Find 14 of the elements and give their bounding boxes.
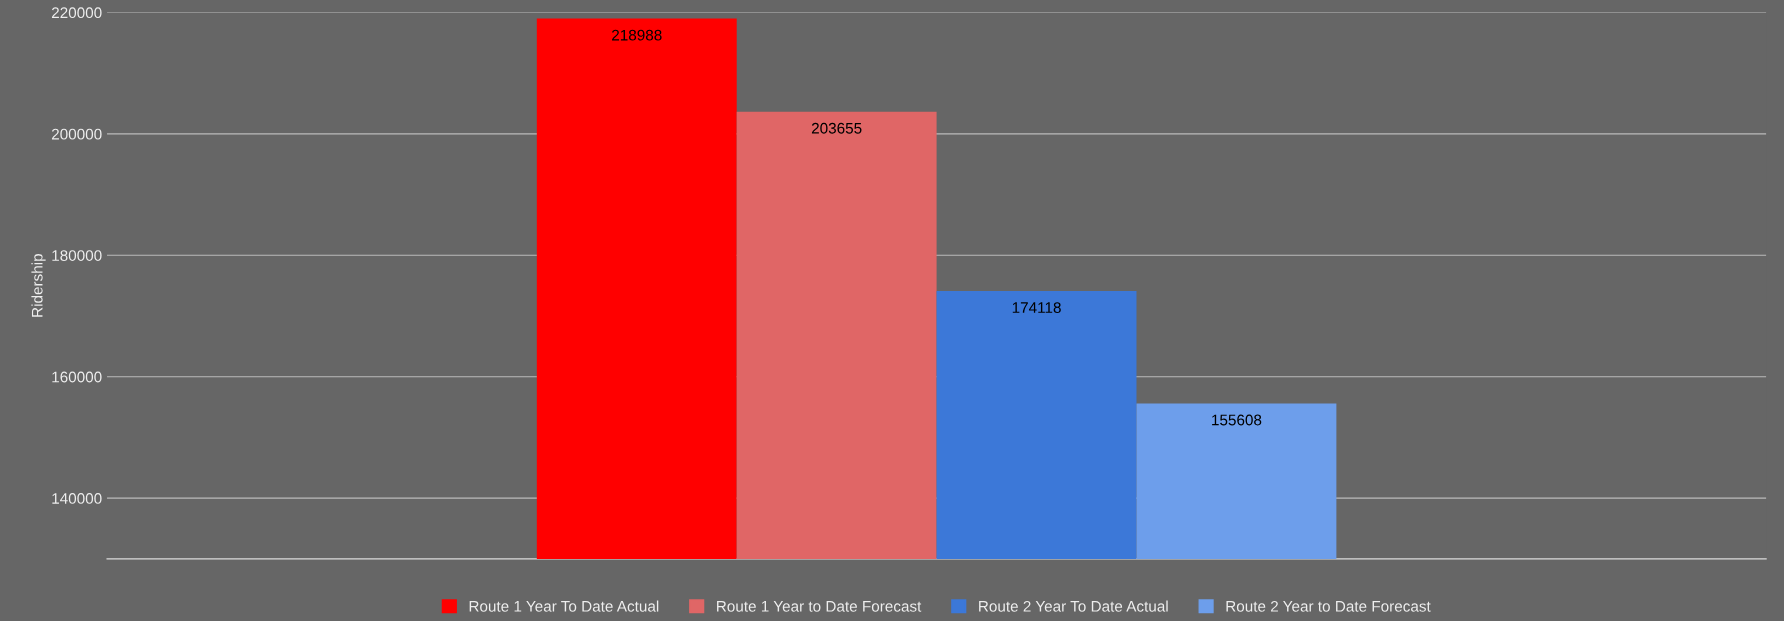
data-label: 174118	[1012, 302, 1061, 313]
y-axis-title: Ridership	[31, 254, 46, 317]
y-tick-label: 180000	[52, 250, 102, 261]
data-label: 155608	[1212, 414, 1262, 426]
y-tick-label: 220000	[51, 7, 102, 19]
y-tick-label: 140000	[52, 493, 102, 504]
legend-label: Route 2 Year To Date Actual	[979, 600, 1168, 612]
legend-label: Route 1 Year To Date Actual	[469, 600, 659, 612]
legend-label: Route 1 Year to Date Forecast	[717, 601, 922, 612]
y-tick-label: 200000	[51, 128, 102, 140]
data-label: 218988	[612, 29, 662, 41]
y-tick-label: 160000	[52, 371, 102, 383]
legend-label: Route 2 Year to Date Forecast	[1226, 600, 1431, 612]
data-label: 203655	[811, 122, 862, 134]
